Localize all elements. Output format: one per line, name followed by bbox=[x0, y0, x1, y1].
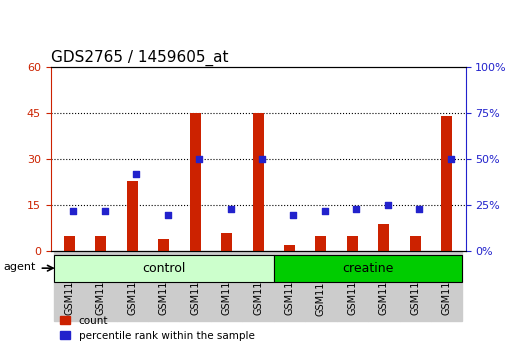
Point bbox=[258, 156, 266, 162]
Point bbox=[195, 156, 203, 162]
Point bbox=[69, 208, 77, 214]
Text: agent: agent bbox=[3, 262, 35, 272]
Bar bbox=[336, 251, 367, 321]
Bar bbox=[189, 113, 200, 251]
Bar bbox=[430, 251, 462, 321]
Bar bbox=[127, 181, 137, 251]
Bar bbox=[148, 251, 179, 321]
Bar bbox=[399, 251, 430, 321]
Legend: count, percentile rank within the sample: count, percentile rank within the sample bbox=[56, 312, 258, 345]
Bar bbox=[315, 236, 326, 251]
Text: control: control bbox=[142, 262, 185, 275]
Point bbox=[320, 208, 328, 214]
Bar bbox=[85, 251, 116, 321]
Point bbox=[289, 212, 297, 217]
Bar bbox=[221, 233, 232, 251]
Bar bbox=[346, 236, 357, 251]
Text: creatine: creatine bbox=[342, 262, 393, 275]
Bar bbox=[64, 236, 75, 251]
Bar bbox=[242, 251, 273, 321]
Bar bbox=[283, 245, 294, 251]
Bar bbox=[273, 251, 305, 321]
Point bbox=[132, 171, 140, 177]
Bar bbox=[440, 116, 451, 251]
Bar bbox=[305, 251, 336, 321]
FancyBboxPatch shape bbox=[54, 255, 273, 282]
Bar bbox=[95, 236, 106, 251]
Bar bbox=[179, 251, 211, 321]
Text: GDS2765 / 1459605_at: GDS2765 / 1459605_at bbox=[50, 50, 228, 66]
Bar bbox=[54, 251, 85, 321]
Point bbox=[351, 206, 360, 212]
Point bbox=[414, 206, 422, 212]
Bar bbox=[116, 251, 148, 321]
Bar bbox=[367, 251, 399, 321]
Point bbox=[163, 212, 171, 217]
Bar bbox=[378, 224, 388, 251]
Point bbox=[226, 206, 234, 212]
Bar bbox=[409, 236, 420, 251]
Bar bbox=[158, 239, 169, 251]
Bar bbox=[252, 113, 263, 251]
FancyBboxPatch shape bbox=[273, 255, 462, 282]
Point bbox=[100, 208, 109, 214]
Bar bbox=[211, 251, 242, 321]
Point bbox=[383, 202, 391, 208]
Point bbox=[445, 156, 453, 162]
